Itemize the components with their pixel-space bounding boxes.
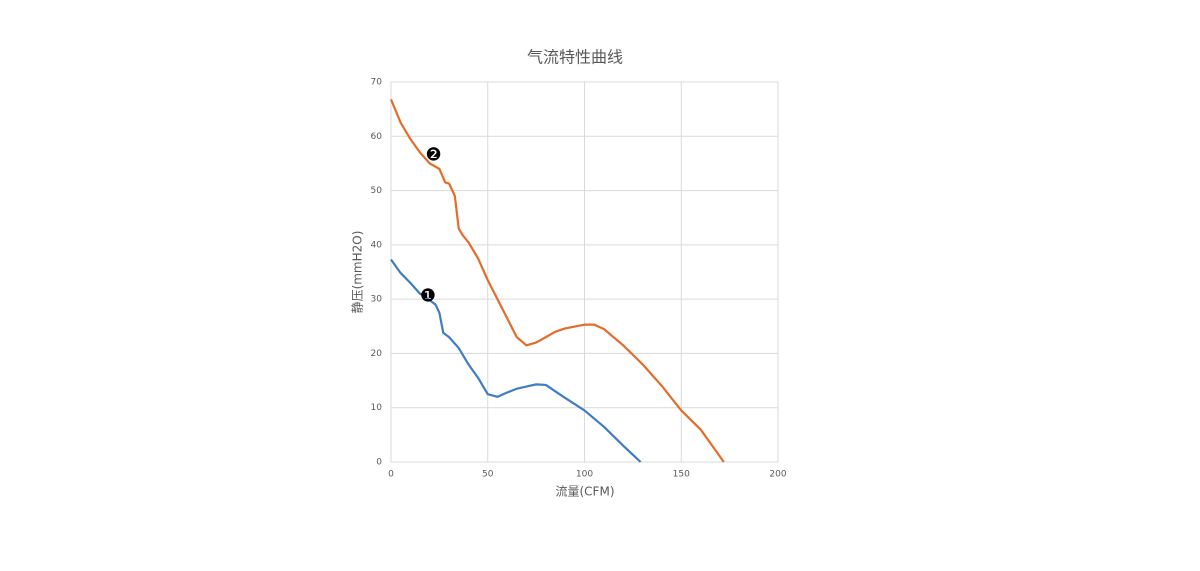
y-tick-label: 70 [371, 78, 383, 88]
y-tick-label: 30 [371, 295, 383, 305]
y-tick-label: 0 [376, 458, 382, 468]
x-tick-label: 200 [769, 470, 786, 480]
y-axis-label: 静压(mmH2O) [351, 231, 365, 314]
chart-title: 气流特性曲线 [527, 48, 623, 67]
x-tick-label: 150 [673, 470, 690, 480]
y-tick-label: 50 [371, 186, 383, 196]
y-tick-label: 60 [371, 132, 383, 142]
x-tick-label: 50 [482, 470, 494, 480]
x-tick-label: 100 [576, 470, 593, 480]
line-series [389, 98, 725, 463]
y-tick-label: 20 [371, 349, 383, 359]
annotation: ❷ [425, 144, 441, 165]
line-series [390, 258, 642, 463]
x-axis-label: 流量(CFM) [556, 485, 615, 499]
annotation: ❶ [420, 285, 436, 306]
y-tick-label: 40 [371, 240, 383, 250]
y-tick-label: 10 [371, 403, 383, 413]
x-tick-label: 0 [388, 470, 394, 480]
